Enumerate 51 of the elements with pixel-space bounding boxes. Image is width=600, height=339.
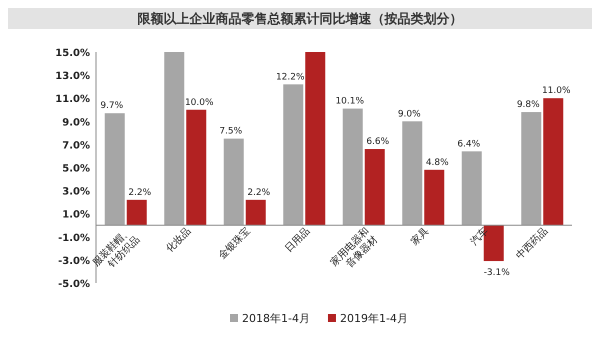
bar (521, 112, 542, 226)
data-label: 12.2% (276, 72, 305, 82)
bar (424, 170, 444, 226)
data-label: 11.0% (542, 86, 571, 96)
y-tick-label: -5.0% (58, 279, 90, 290)
x-tick-label: 中西药品 (514, 224, 550, 262)
bar (186, 110, 206, 226)
y-tick-label: 1.0% (62, 210, 90, 221)
bar (543, 98, 564, 226)
data-label: 9.7% (100, 101, 124, 112)
x-tick-label: 金银珠宝 (216, 224, 253, 262)
data-label: 2.2% (247, 188, 271, 198)
y-tick-label: 5.0% (62, 164, 90, 174)
bar (126, 200, 147, 226)
bar (364, 149, 385, 226)
y-tick-label: 3.0% (62, 186, 90, 198)
data-label: 9.8% (516, 100, 540, 110)
y-tick-label: 11.0% (55, 94, 90, 106)
legend-label: 2019年1-4月 (340, 312, 408, 325)
legend-label: 2018年1-4月 (242, 312, 310, 325)
x-tick-label: 服装鞋帽、针纺织品 (90, 224, 142, 271)
data-label: 9.0% (398, 109, 422, 120)
bar (402, 121, 422, 226)
bar (283, 84, 304, 226)
chart-title: 限额以上企业商品零售总额累计同比增速（按品类划分） (138, 11, 462, 27)
x-tick-label: 日用品 (283, 226, 312, 255)
y-tick-label: 7.0% (62, 140, 90, 152)
data-label: -3.1% (484, 268, 510, 278)
y-tick-label: -1.0% (58, 232, 90, 244)
x-tick-label: 汽车 (468, 224, 491, 248)
y-tick-label: 13.0% (55, 71, 90, 82)
bar (462, 151, 482, 226)
data-label: 6.4% (457, 139, 481, 150)
y-tick-label: 9.0% (62, 117, 90, 128)
y-tick-label: 15.0% (55, 48, 90, 59)
bar (104, 113, 125, 226)
x-tick-label: 家用电器和音像器材 (328, 224, 380, 270)
bar (224, 138, 244, 226)
bar (342, 108, 363, 226)
data-label: 6.6% (366, 137, 390, 148)
data-label: 10.1% (335, 96, 364, 107)
x-tick-label: 家具 (408, 224, 432, 248)
bar (305, 52, 326, 226)
data-label: 2.2% (128, 188, 152, 198)
y-tick-label: -3.0% (58, 256, 90, 267)
data-label: 4.8% (426, 158, 450, 168)
bar (246, 200, 266, 226)
data-label: 10.0% (184, 98, 214, 108)
x-tick-label: 化妆品 (164, 224, 194, 255)
bar (164, 52, 184, 226)
data-label: 7.5% (219, 126, 243, 137)
